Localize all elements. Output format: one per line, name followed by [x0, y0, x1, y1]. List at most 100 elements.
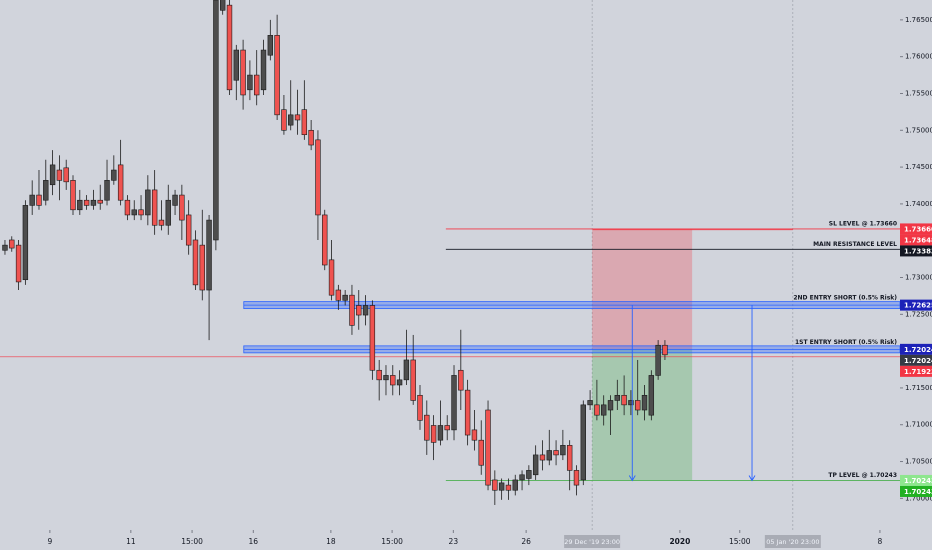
candle-body — [199, 244, 205, 291]
candle-body — [124, 199, 131, 216]
candle-body — [2, 244, 8, 251]
candle-body — [77, 199, 83, 211]
x-tick-label: 8 — [878, 537, 883, 546]
candle-body — [390, 375, 396, 386]
candle-body — [138, 209, 144, 216]
candle-body — [553, 450, 559, 456]
candle-body — [165, 199, 171, 226]
crosshair-label-bg — [564, 535, 621, 548]
candle-body — [151, 189, 158, 226]
y-tick-label: 1.72500 — [905, 310, 932, 318]
candle-body — [614, 394, 621, 401]
candle-body — [485, 409, 491, 486]
candle-body — [444, 425, 450, 431]
candle-body — [628, 400, 634, 406]
price-tag — [900, 365, 932, 377]
candle-body — [90, 199, 97, 206]
candle-body — [117, 164, 124, 201]
candle-body — [322, 214, 328, 266]
candle-body — [185, 214, 192, 246]
x-tick-label: 16 — [249, 537, 259, 546]
candle-body — [219, 0, 226, 11]
candle-body — [335, 289, 342, 301]
level-label: TP LEVEL @ 1.70243 — [828, 472, 897, 479]
candle-body — [15, 244, 22, 283]
crosshair-label-bg — [764, 535, 821, 548]
candle-body — [104, 180, 110, 201]
candle-body — [451, 375, 457, 431]
arrow-head — [748, 475, 756, 482]
candle-body — [111, 169, 117, 181]
candle-body — [512, 479, 518, 491]
candle-body — [600, 404, 607, 416]
candle-body — [369, 305, 376, 371]
candle-body — [587, 400, 593, 406]
price-tag-label: 1.72024 — [904, 357, 932, 365]
candle-body — [635, 400, 641, 411]
candle-body — [206, 219, 212, 291]
candle-body — [655, 344, 661, 376]
x-tick-label: 15:00 — [381, 537, 403, 546]
x-tick-label: 26 — [521, 537, 531, 546]
candle-body — [356, 305, 362, 316]
candle-body — [294, 114, 301, 121]
candle-body — [478, 439, 484, 466]
candle-body — [662, 344, 668, 356]
candle-body — [274, 35, 280, 116]
candle-body — [410, 359, 416, 401]
y-tick-label: 1.71000 — [905, 421, 932, 429]
arrow-head — [628, 475, 636, 482]
price-tag-label: 1.72024 — [904, 346, 932, 354]
candle-body — [22, 205, 29, 281]
price-tag-label: 1.73383 — [904, 247, 932, 255]
y-tick-label: 1.76000 — [905, 53, 932, 61]
price-tag — [900, 343, 932, 355]
price-tag — [900, 223, 932, 235]
price-tag — [900, 485, 932, 497]
level-label: SL LEVEL @ 1.73660 — [829, 220, 897, 227]
candle-body — [56, 169, 63, 181]
candle-body — [192, 239, 199, 286]
candle-body — [301, 109, 308, 136]
candle-body — [172, 194, 178, 206]
price-tag-label: 1.71923 — [904, 368, 932, 376]
candle-body — [179, 194, 185, 221]
level-label: 1ST ENTRY SHORT (0.5% Risk) — [795, 339, 897, 346]
candle-body — [267, 35, 274, 56]
candle-body — [403, 359, 410, 381]
candle-body — [315, 139, 321, 216]
price-tag-label: 1.72625 — [904, 302, 932, 310]
y-tick-label: 1.70000 — [905, 494, 932, 502]
candle-body — [573, 470, 580, 486]
x-tick-label: 9 — [47, 537, 52, 546]
candle-body — [247, 74, 253, 91]
candle-body — [43, 180, 49, 201]
candle-body — [621, 394, 627, 406]
candle-body — [240, 49, 246, 96]
candle-body — [566, 445, 573, 471]
price-tag — [900, 354, 932, 366]
level-label: MAIN RESISTANCE LEVEL — [813, 241, 897, 248]
price-tag — [900, 234, 932, 246]
candle-body — [281, 109, 287, 131]
candle-body — [349, 294, 355, 326]
candle-body — [376, 369, 382, 381]
candle-body — [607, 400, 614, 411]
candle-body — [342, 294, 348, 301]
candle-body — [492, 479, 498, 491]
candle-body — [49, 164, 56, 186]
price-tag-label: 1.73648 — [904, 236, 932, 244]
price-tag — [900, 299, 932, 311]
candle-body — [36, 194, 42, 206]
candle-body — [532, 454, 539, 476]
candle-body — [458, 369, 464, 391]
y-tick-label: 1.75000 — [905, 126, 932, 134]
candle-body — [396, 379, 403, 386]
candle-body — [158, 219, 165, 226]
candle-body — [526, 470, 532, 479]
y-tick-label: 1.74500 — [905, 163, 932, 171]
candle-body — [226, 4, 233, 91]
